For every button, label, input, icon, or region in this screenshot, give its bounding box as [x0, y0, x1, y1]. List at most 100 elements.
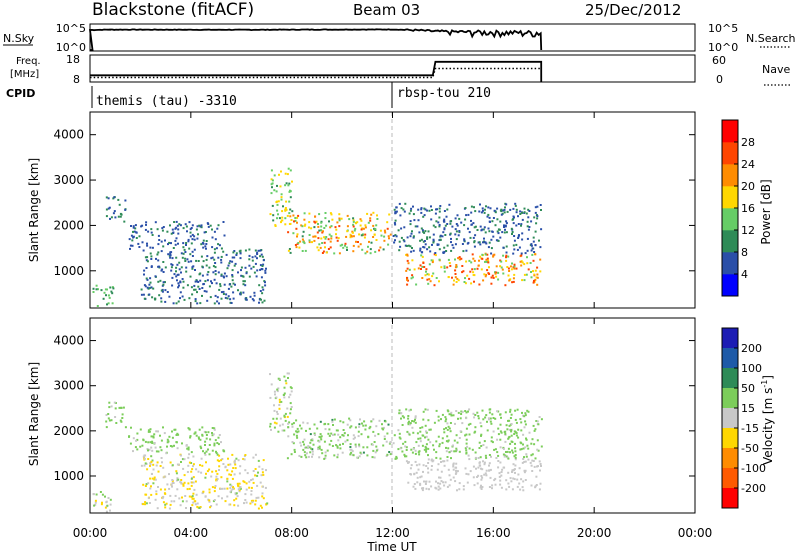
velocity-point	[460, 413, 463, 415]
power-point	[461, 265, 464, 267]
velocity-point	[342, 434, 345, 437]
power-point	[515, 267, 518, 270]
power-point	[502, 246, 505, 249]
power-point	[234, 262, 237, 265]
velocity-point	[237, 488, 240, 491]
velocity-point	[319, 433, 322, 436]
velocity-point	[290, 453, 293, 456]
power-point	[251, 256, 254, 259]
power-point	[422, 230, 425, 233]
velocity-point	[233, 461, 236, 464]
velocity-point	[162, 495, 165, 498]
power-point	[311, 241, 313, 244]
power-point	[346, 230, 349, 233]
power-point	[164, 289, 167, 292]
velocity-point	[404, 440, 407, 443]
velocity-point	[485, 469, 488, 472]
power-colorbar-tick-label: 28	[741, 136, 755, 149]
power-point	[180, 252, 183, 255]
power-point	[182, 246, 185, 249]
power-point	[408, 268, 411, 271]
power-point	[379, 229, 382, 232]
power-point	[423, 240, 426, 242]
power-point	[511, 231, 514, 233]
power-point	[145, 267, 148, 269]
power-point	[457, 234, 460, 237]
velocity-point	[110, 419, 113, 422]
power-point	[536, 215, 539, 218]
velocity-point	[352, 437, 355, 440]
power-point	[490, 238, 493, 241]
velocity-point	[220, 476, 223, 479]
velocity-point	[460, 410, 463, 413]
velocity-point	[373, 441, 376, 443]
velocity-point	[342, 442, 344, 445]
power-point	[149, 281, 152, 284]
power-point	[270, 192, 273, 195]
velocity-point	[490, 436, 493, 439]
power-point	[517, 223, 520, 225]
velocity-point	[425, 435, 428, 438]
power-point	[145, 259, 148, 262]
velocity-point	[254, 474, 257, 477]
power-point	[160, 240, 163, 243]
power-point	[276, 217, 278, 220]
velocity-point	[502, 453, 505, 456]
power-point	[204, 245, 207, 248]
power-point	[526, 220, 529, 223]
velocity-point	[183, 458, 186, 461]
velocity-point	[422, 418, 425, 421]
power-point	[411, 230, 413, 233]
velocity-point	[372, 430, 375, 433]
velocity-point	[143, 464, 146, 467]
power-point	[262, 263, 265, 266]
power-point	[260, 253, 263, 256]
velocity-point	[517, 436, 520, 439]
power-point	[197, 233, 199, 236]
velocity-point	[488, 411, 491, 414]
power-point	[486, 257, 489, 260]
velocity-point	[144, 501, 147, 504]
power-point	[222, 250, 225, 253]
power-point	[173, 221, 176, 223]
velocity-point	[94, 503, 97, 506]
power-colorbar-tick-label: 8	[741, 246, 748, 259]
power-point	[263, 299, 266, 302]
velocity-point	[425, 487, 428, 490]
power-point	[184, 223, 187, 226]
velocity-point	[291, 441, 294, 443]
velocity-point	[539, 469, 541, 472]
velocity-point	[213, 428, 216, 431]
nsky-tick-bottom: 10^0	[56, 41, 86, 54]
velocity-point	[450, 411, 453, 414]
velocity-point	[477, 474, 480, 477]
velocity-point	[443, 464, 446, 467]
velocity-point	[226, 480, 229, 483]
power-point	[200, 243, 203, 246]
power-point	[223, 272, 226, 275]
x-axis-label: Time UT	[366, 540, 417, 554]
velocity-point	[211, 427, 214, 429]
power-point	[213, 302, 216, 305]
velocity-point	[448, 451, 451, 454]
velocity-point	[535, 420, 538, 422]
velocity-point	[398, 436, 401, 439]
power-point	[202, 246, 205, 249]
power-point	[110, 290, 113, 293]
power-point	[434, 212, 437, 215]
power-point	[223, 234, 226, 237]
velocity-point	[465, 442, 468, 445]
velocity-point	[350, 425, 353, 428]
power-point	[513, 267, 516, 270]
power-point	[226, 297, 229, 300]
power-point	[144, 285, 147, 288]
power-point	[158, 239, 161, 241]
velocity-point	[191, 468, 194, 471]
power-point	[187, 260, 190, 263]
velocity-point	[468, 458, 471, 461]
power-point	[329, 240, 332, 243]
velocity-point	[150, 455, 153, 458]
power-point	[369, 219, 372, 222]
velocity-point	[468, 433, 471, 436]
